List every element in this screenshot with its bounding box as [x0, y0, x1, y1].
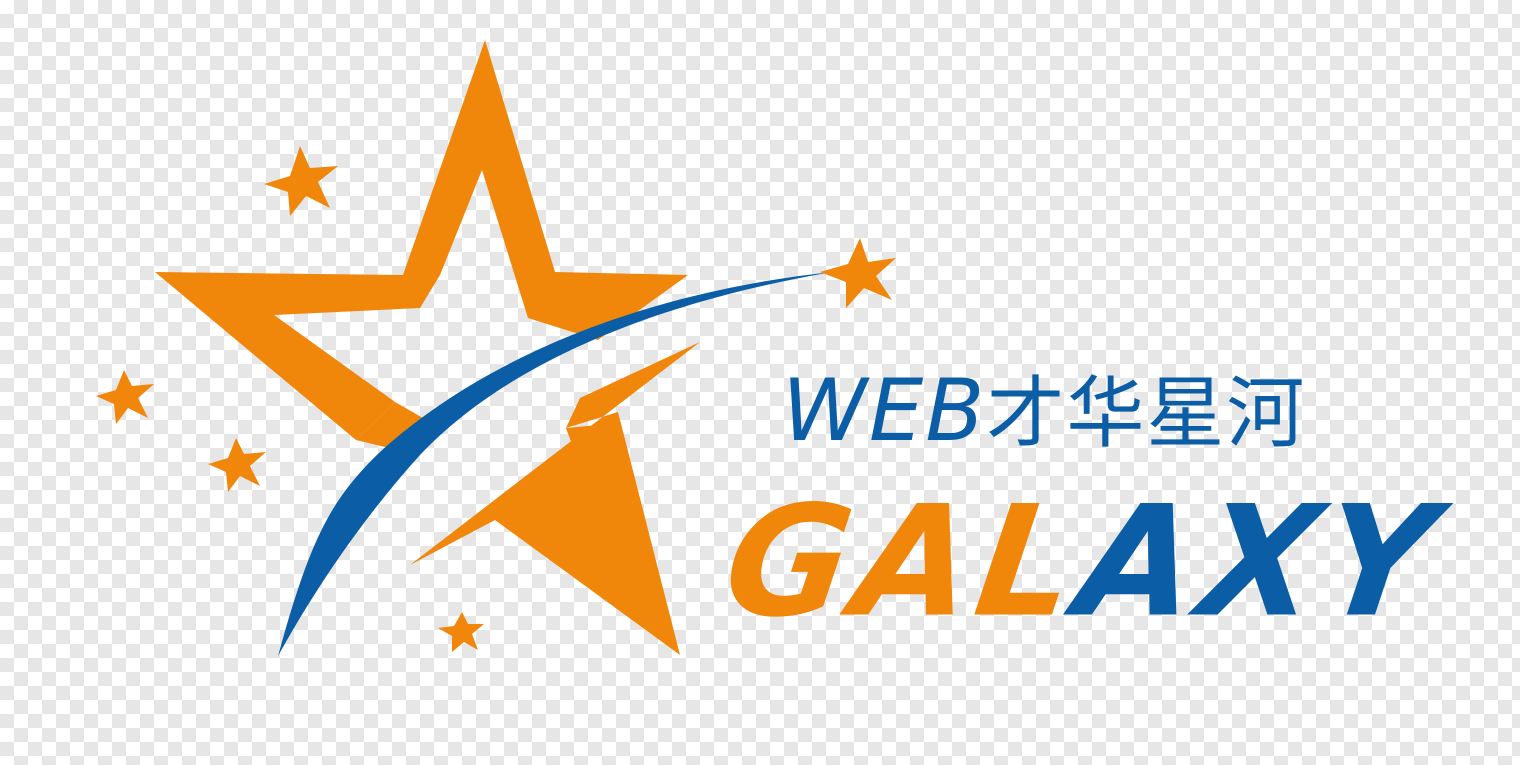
big-star-outline-icon — [155, 40, 700, 655]
tagline-latin: WEB — [782, 361, 986, 461]
tagline: WEB才华星河 — [782, 368, 1306, 454]
wordmark-blue: AXY — [1068, 474, 1451, 651]
wordmark-orange: GAL — [715, 474, 1093, 651]
wordmark: GALAXY — [716, 486, 1449, 639]
tagline-cjk: 才华星河 — [986, 369, 1306, 459]
